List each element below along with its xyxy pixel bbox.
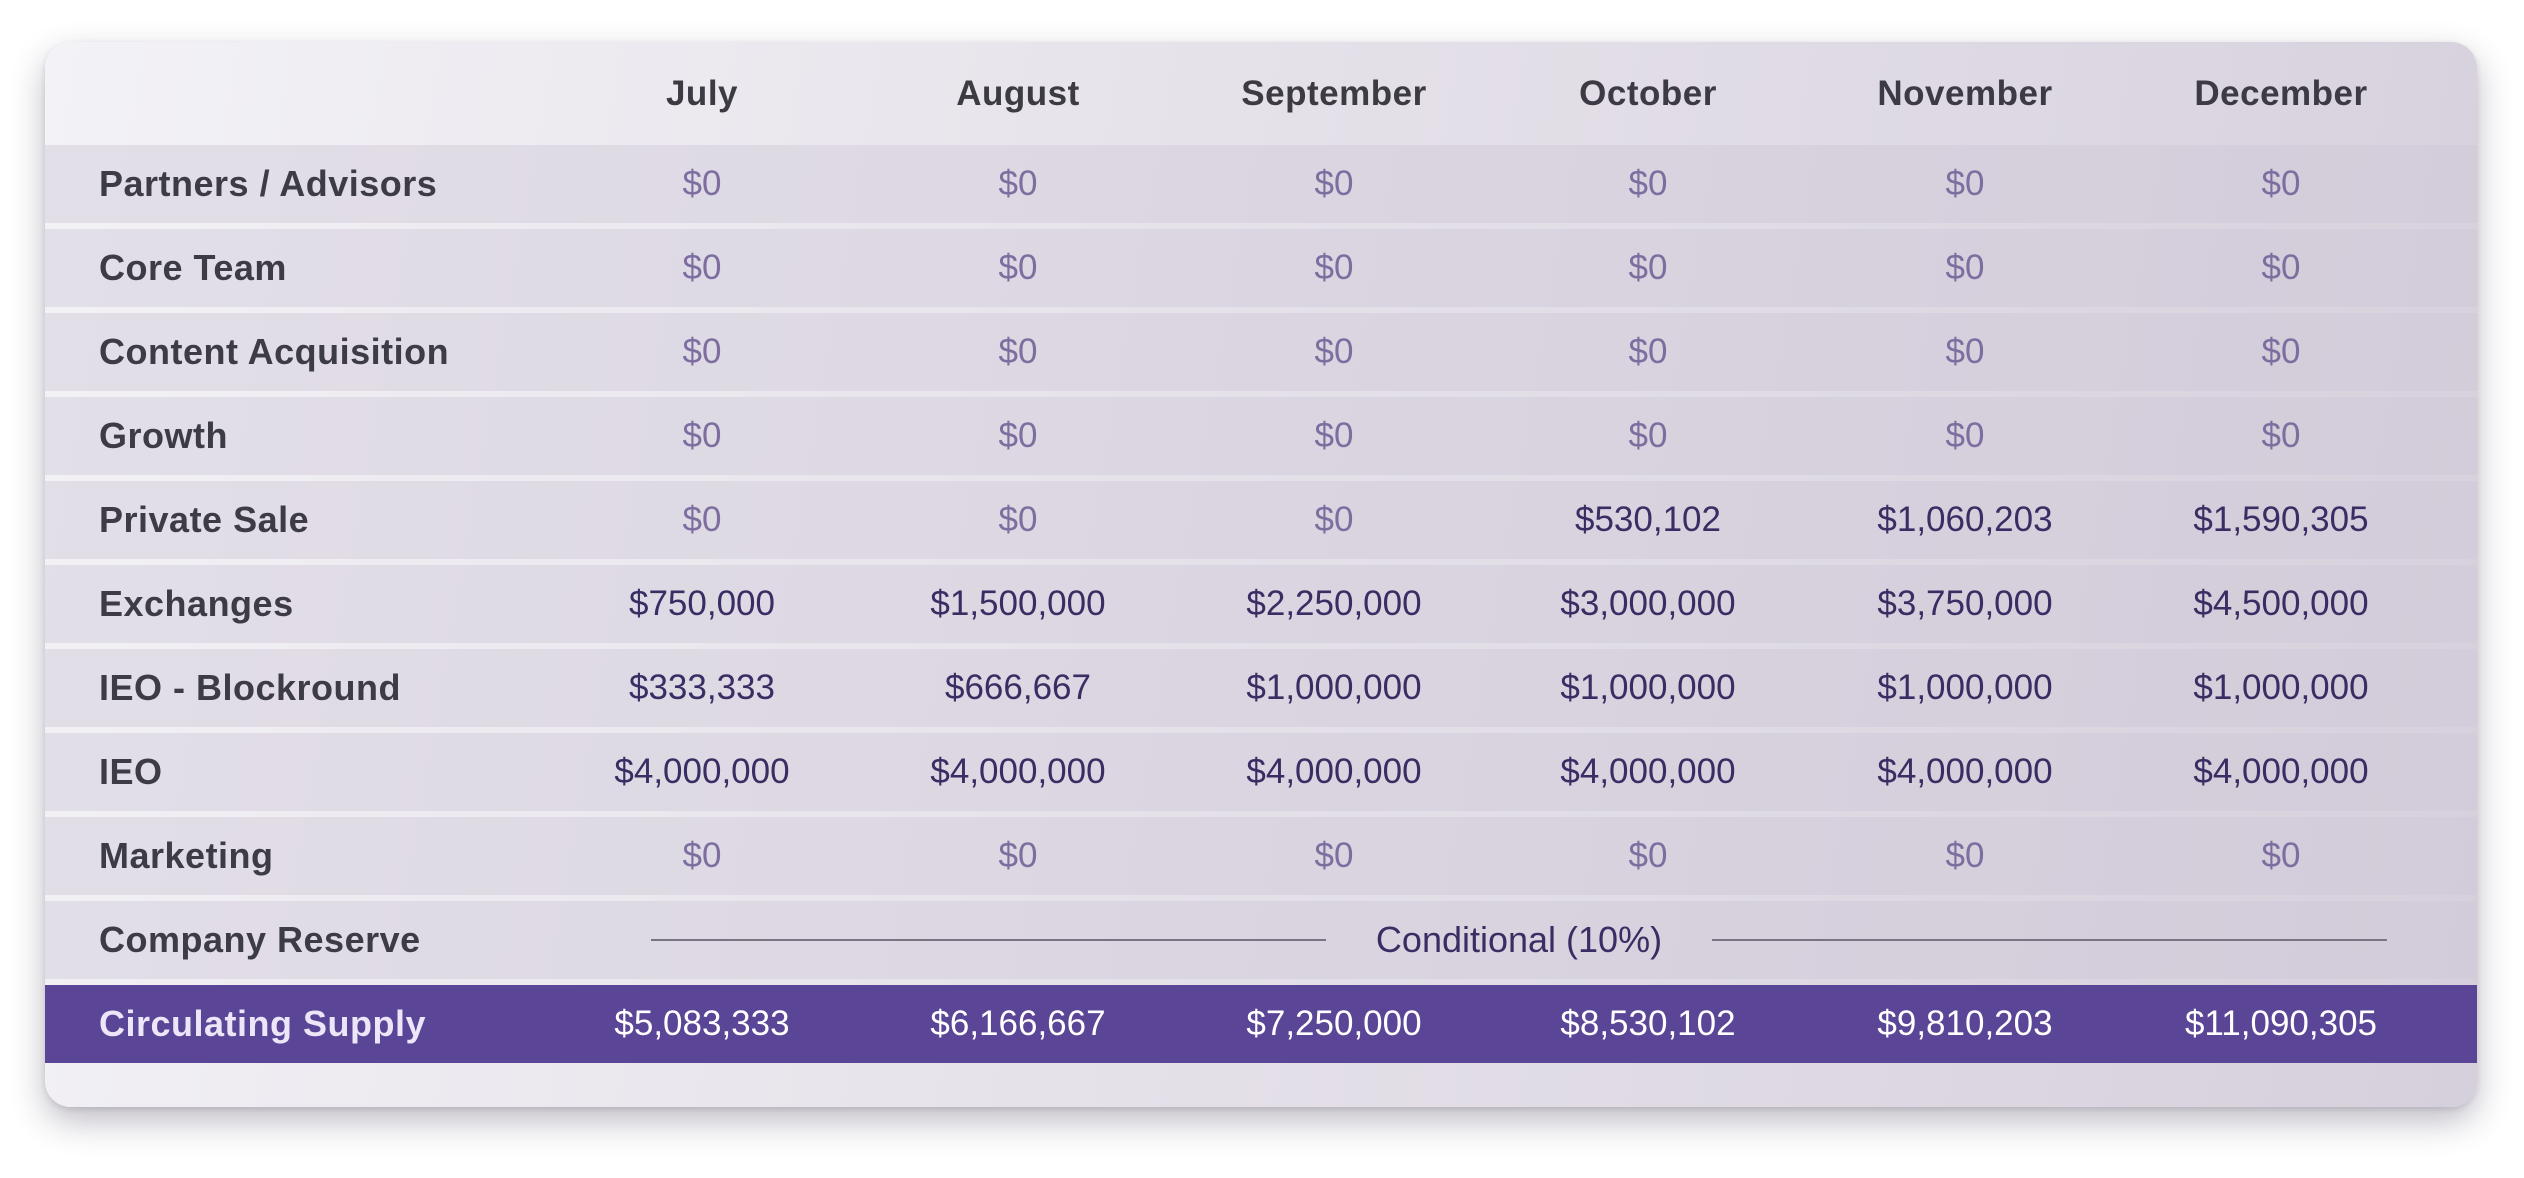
table-cell: $4,000,000 [1246,752,1422,791]
span-line-left [651,939,1326,941]
table-cell: $0 [1945,248,1985,287]
table-cell: $0 [682,248,722,287]
row-label-ieo-blockround: IEO - Blockround [99,667,402,708]
table-cell: $0 [682,332,722,371]
table-cell: $0 [682,416,722,455]
table-cell: $0 [1628,248,1668,287]
table-cell: $0 [1945,416,1985,455]
table-cell: $750,000 [629,584,775,623]
table-cell: $0 [2261,836,2301,875]
table-cell: $4,000,000 [1877,752,2053,791]
table-cell: $4,000,000 [614,752,790,791]
table-cell: $0 [1945,332,1985,371]
column-header-december: December [2194,74,2368,113]
row-label-core-team: Core Team [99,247,287,288]
column-header-october: October [1579,74,1717,113]
row-label-company-reserve: Company Reserve [99,919,421,960]
table-row: IEO - Blockround $333,333 $666,667 $1,000,0… [45,649,2477,727]
table-cell: $0 [1314,164,1354,203]
row-label-circulating-supply: Circulating Supply [99,1003,427,1044]
table-cell: $0 [1628,164,1668,203]
table-cell: $1,060,203 [1877,500,2053,539]
row-label-ieo: IEO [99,751,163,792]
row-label-partners-advisors: Partners / Advisors [99,163,438,204]
table-row: Growth $0 $0 $0 $0 $0 $0 [45,397,2477,475]
table-cell: $666,667 [945,668,1091,707]
table-cell: $0 [1945,836,1985,875]
total-row: Circulating Supply $5,083,333 $6,166,667 $7… [45,985,2477,1063]
table-cell: $0 [682,500,722,539]
table-cell: $2,250,000 [1246,584,1422,623]
span-line-right [1712,939,2387,941]
table-row: Private Sale $0 $0 $0 $530,102 $1,060,203 $1,5… [45,481,2477,559]
table-cell: $333,333 [629,668,775,707]
table-cell: $1,500,000 [930,584,1106,623]
table-cell: $0 [1628,416,1668,455]
table-cell: $0 [2261,164,2301,203]
column-header-november: November [1877,74,2053,113]
table-cell: $11,090,305 [2184,1004,2378,1043]
table-cell: $6,166,667 [930,1004,1106,1043]
table-row: Company Reserve Conditional (10%) [45,901,2477,979]
table-cell: $1,000,000 [1560,668,1736,707]
table-cell: $3,750,000 [1877,584,2053,623]
table-cell: $0 [1314,248,1354,287]
table-cell: $0 [1314,500,1354,539]
table-cell: $9,810,203 [1877,1004,2053,1043]
column-header-september: September [1241,74,1427,113]
table-row: Core Team $0 $0 $0 $0 $0 $0 [45,229,2477,307]
allocation-table: July August September October November Decemb… [45,42,2477,1107]
table-cell: $1,000,000 [1877,668,2053,707]
table-cell: $4,500,000 [2193,584,2369,623]
table-cell: $0 [998,332,1038,371]
table-header-row: July August September October November Decemb… [45,42,2477,145]
table-cell: $0 [998,836,1038,875]
row-label-private-sale: Private Sale [99,499,310,540]
table-row: Exchanges $750,000 $1,500,000 $2,250,000 $3,… [45,565,2477,643]
table-cell: $0 [1314,416,1354,455]
row-label-growth: Growth [99,415,228,456]
table-cell: $0 [682,836,722,875]
table-cell: $0 [1628,332,1668,371]
row-label-content-acquisition: Content Acquisition [99,331,450,372]
table-row: Partners / Advisors $0 $0 $0 $0 $0 $0 [45,145,2477,223]
table-cell: $0 [2261,332,2301,371]
table-row: Content Acquisition $0 $0 $0 $0 $0 $0 [45,313,2477,391]
table-cell: $0 [1945,164,1985,203]
table-cell: $5,083,333 [614,1004,790,1043]
table-row: Marketing $0 $0 $0 $0 $0 $0 [45,817,2477,895]
table-cell: $0 [1628,836,1668,875]
table-cell: $4,000,000 [930,752,1106,791]
table-cell: $1,590,305 [2193,500,2369,539]
table-cell: $0 [2261,248,2301,287]
table-cell: $1,000,000 [1246,668,1422,707]
table-cell: $7,250,000 [1246,1004,1422,1043]
table-cell: $0 [998,164,1038,203]
conditional-span-text: Conditional (10%) [1375,919,1663,960]
table-cell: $0 [2261,416,2301,455]
table-cell: $0 [998,248,1038,287]
row-label-marketing: Marketing [99,835,274,876]
column-header-july: July [665,74,739,113]
table-cell: $530,102 [1575,500,1721,539]
table-cell: $3,000,000 [1560,584,1736,623]
table-cell: $0 [998,500,1038,539]
table-cell: $8,530,102 [1560,1004,1736,1043]
table-row: IEO $4,000,000 $4,000,000 $4,000,000 $4,000,… [45,733,2477,811]
table-cell: $0 [1314,836,1354,875]
table-cell: $1,000,000 [2193,668,2369,707]
table-cell: $0 [998,416,1038,455]
table-cell: $0 [682,164,722,203]
table-cell: $0 [1314,332,1354,371]
table-cell: $4,000,000 [2193,752,2369,791]
row-label-exchanges: Exchanges [99,583,294,624]
column-header-august: August [956,74,1080,113]
table-cell: $4,000,000 [1560,752,1736,791]
